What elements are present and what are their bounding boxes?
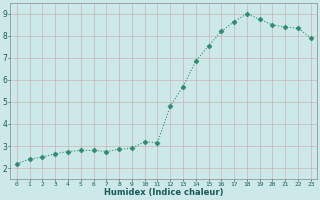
X-axis label: Humidex (Indice chaleur): Humidex (Indice chaleur) (104, 188, 224, 197)
